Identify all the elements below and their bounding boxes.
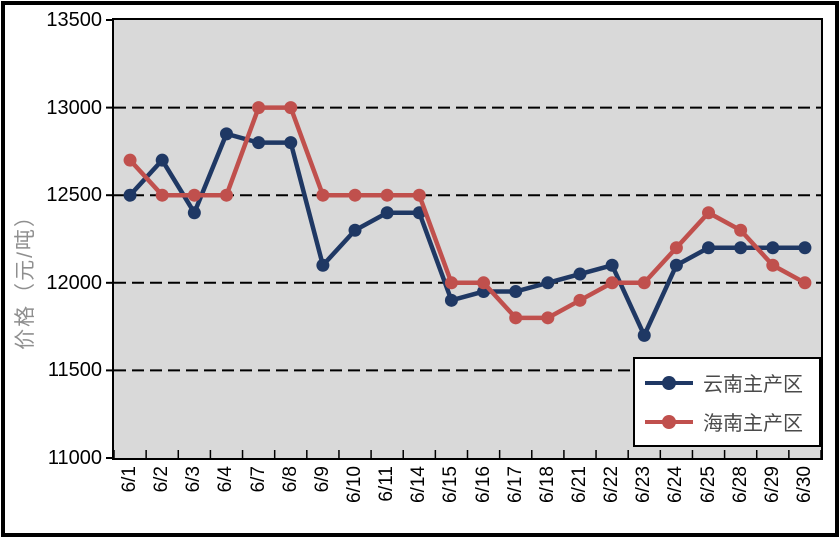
data-point [380,206,394,220]
data-point [798,276,812,290]
data-point [219,127,233,141]
data-point [412,188,426,202]
x-axis-label: 6/3 [183,466,205,493]
x-axis-label: 6/7 [247,466,269,493]
legend-line-marker-icon [645,375,693,390]
x-axis-label: 6/14 [408,466,430,503]
data-point [669,241,683,255]
legend: 云南主产区 海南主产区 [633,357,821,447]
data-point [123,188,137,202]
legend-label: 云南主产区 [703,374,803,396]
x-axis-label: 6/17 [504,466,526,503]
x-axis-label: 6/10 [344,466,366,503]
x-axis-label: 6/2 [151,466,173,493]
legend-item: 云南主产区 [645,368,819,398]
data-point [316,188,330,202]
data-point [605,276,619,290]
x-axis-label: 6/15 [440,466,462,503]
data-point [284,101,298,115]
legend-line-marker-icon [645,414,693,429]
data-point [637,328,651,342]
x-axis-label: 6/4 [215,466,237,493]
data-point [123,153,137,167]
data-point [348,223,362,237]
x-axis-label: 6/28 [729,466,751,503]
x-axis-label: 6/29 [761,466,783,503]
data-point [187,188,201,202]
data-point [509,285,523,299]
data-point [766,241,780,255]
data-point [477,276,491,290]
data-point [541,276,555,290]
data-point [380,188,394,202]
x-axis-label: 6/16 [472,466,494,503]
data-point [798,241,812,255]
y-axis-tick-label: 12000 [46,271,102,294]
data-point [702,241,716,255]
data-point [348,188,362,202]
data-point [444,276,458,290]
x-axis-label: 6/9 [311,466,333,493]
data-point [219,188,233,202]
data-point [444,293,458,307]
legend-label: 海南主产区 [703,413,803,435]
data-point [316,258,330,272]
data-point [252,136,266,150]
y-axis-tick-label: 11000 [47,447,102,469]
y-axis-tick-label: 13500 [46,9,102,31]
data-point [573,293,587,307]
x-axis-label: 6/8 [279,466,301,493]
data-point [541,311,555,325]
x-axis-label: 6/11 [376,466,398,502]
x-axis-label: 6/1 [119,466,141,493]
data-point [702,206,716,220]
data-point [669,258,683,272]
data-point [766,258,780,272]
x-axis-label: 6/18 [536,466,558,503]
x-axis-label: 6/30 [793,466,815,503]
data-point [734,241,748,255]
chart-canvas [106,19,822,459]
x-axis-label: 6/24 [665,466,687,503]
x-axis-label: 6/22 [601,466,623,503]
series-line-1 [128,105,807,321]
data-point [605,258,619,272]
data-point [155,153,169,167]
data-point [573,267,587,281]
x-axis-label: 6/21 [568,466,590,503]
data-point [637,276,651,290]
y-axis-tick-label: 13000 [46,96,102,119]
data-point [252,101,266,115]
y-axis-tick-label: 12500 [46,184,102,207]
legend-item: 海南主产区 [645,407,819,437]
data-point [734,223,748,237]
data-point [284,136,298,150]
x-axis-label: 6/23 [633,466,655,503]
data-point [155,188,169,202]
x-axis-label: 6/25 [697,466,719,503]
data-point [509,311,523,325]
series-line-0 [128,131,805,341]
y-axis-tick-label: 11500 [47,359,102,382]
data-point [187,206,201,220]
